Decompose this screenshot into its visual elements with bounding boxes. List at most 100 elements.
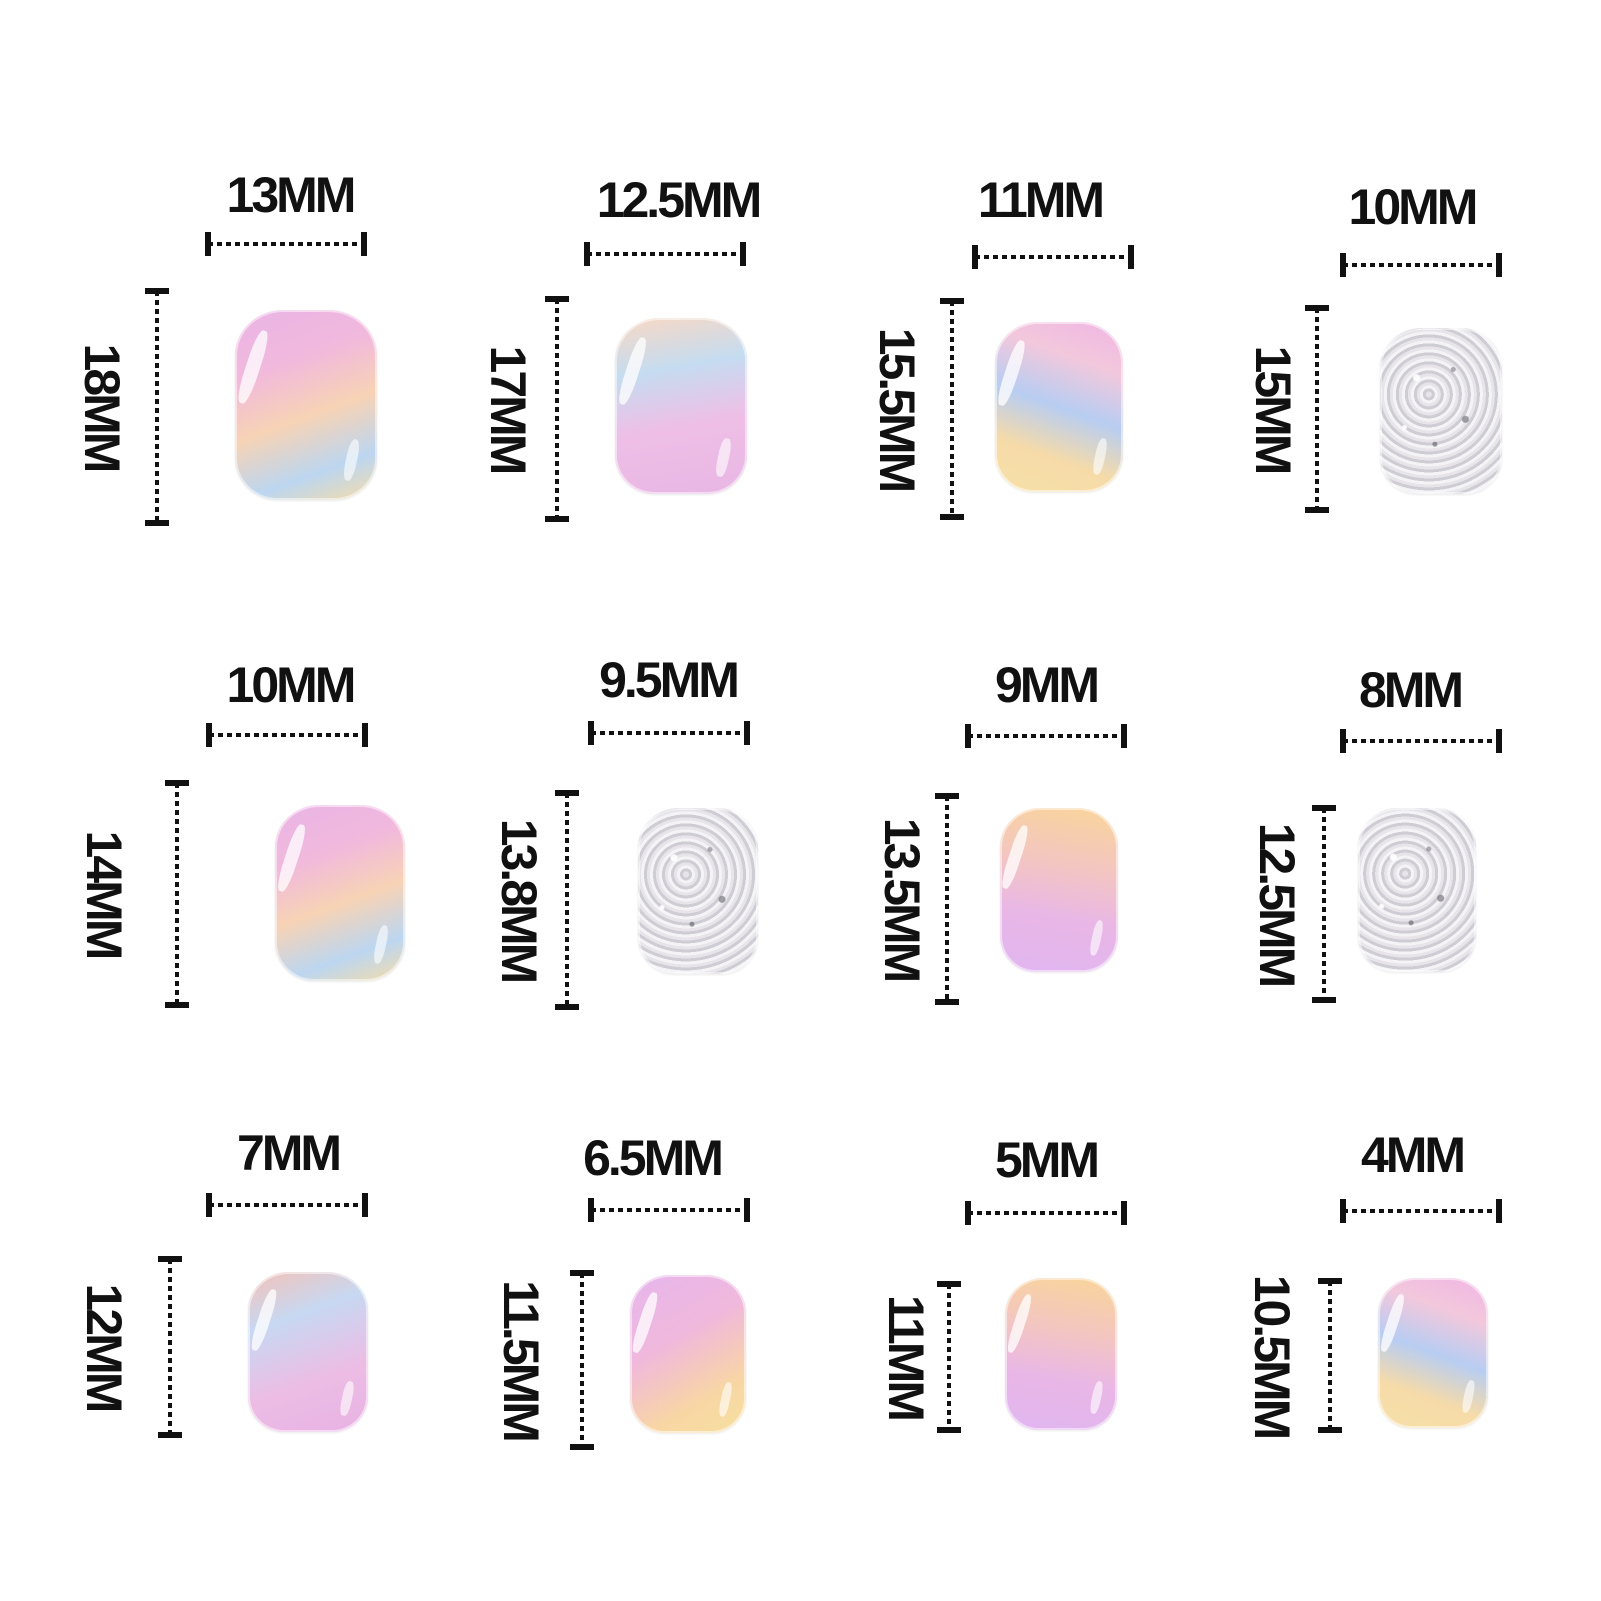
press-on-nail <box>1000 808 1118 972</box>
height-dimension-bar <box>940 298 964 520</box>
width-label: 9MM <box>994 657 1100 713</box>
dimension-cap <box>937 1427 961 1433</box>
dotted-line <box>175 783 179 1005</box>
width-label: 6.5MM <box>583 1130 724 1186</box>
press-on-nail <box>615 318 747 494</box>
height-dimension-bar <box>545 296 569 522</box>
dotted-line <box>975 255 1131 259</box>
height-dimension-bar <box>158 1256 182 1438</box>
width-label: 12.5MM <box>596 172 763 228</box>
height-label: 11.5MM <box>493 1280 549 1440</box>
height-dimension-bar <box>937 1281 961 1433</box>
height-dimension-bar <box>1305 305 1329 513</box>
press-on-nail <box>1378 1278 1488 1428</box>
dimension-cap <box>362 723 368 747</box>
dimension-cap <box>1496 1199 1502 1223</box>
width-label: 13MM <box>226 167 357 223</box>
dimension-cap <box>935 999 959 1005</box>
press-on-nail <box>1380 328 1502 494</box>
dimension-cap <box>1318 1427 1342 1433</box>
width-dimension-bar <box>1340 729 1502 753</box>
dimension-cap <box>1312 997 1336 1003</box>
width-dimension-bar <box>206 1193 368 1217</box>
dimension-cap <box>1496 253 1502 277</box>
dotted-line <box>950 301 954 517</box>
width-dimension-bar <box>1340 253 1502 277</box>
dimension-cap <box>1121 724 1127 748</box>
dotted-line <box>1322 808 1326 1000</box>
dotted-line <box>580 1273 584 1447</box>
width-dimension-bar <box>588 1198 750 1222</box>
height-dimension-bar <box>935 793 959 1005</box>
height-label: 10.5MM <box>1244 1274 1300 1437</box>
height-label: 13.8MM <box>491 818 547 982</box>
dimension-cap <box>158 1432 182 1438</box>
press-on-nail <box>248 1272 368 1432</box>
height-label: 17MM <box>480 345 536 473</box>
dimension-cap <box>145 520 169 526</box>
dotted-line <box>1343 1209 1499 1213</box>
dimension-cap <box>165 1002 189 1008</box>
dotted-line <box>209 733 365 737</box>
width-dimension-bar <box>972 245 1134 269</box>
dotted-line <box>1343 263 1499 267</box>
height-label: 13.5MM <box>874 817 930 981</box>
width-label: 5MM <box>994 1132 1100 1188</box>
dimension-cap <box>940 514 964 520</box>
dotted-line <box>168 1259 172 1435</box>
height-label: 11MM <box>878 1294 934 1420</box>
width-dimension-bar <box>965 1201 1127 1225</box>
height-label: 12.5MM <box>1249 822 1305 986</box>
dimension-cap <box>362 1193 368 1217</box>
dotted-line <box>587 252 743 256</box>
width-dimension-bar <box>584 242 746 266</box>
press-on-nail <box>1358 808 1476 972</box>
height-dimension-bar <box>570 1270 594 1450</box>
press-on-nail <box>275 805 405 981</box>
press-on-nail <box>1005 1278 1117 1430</box>
dimension-cap <box>555 1004 579 1010</box>
dotted-line <box>591 1208 747 1212</box>
width-label: 9.5MM <box>599 652 740 708</box>
width-label: 10MM <box>226 657 357 713</box>
dimension-cap <box>545 516 569 522</box>
height-dimension-bar <box>555 790 579 1010</box>
press-on-nail <box>995 322 1123 492</box>
height-label: 18MM <box>74 343 130 471</box>
dotted-line <box>968 734 1124 738</box>
width-label: 4MM <box>1360 1127 1466 1183</box>
dimension-cap <box>740 242 746 266</box>
dimension-cap <box>1496 729 1502 753</box>
dimension-cap <box>570 1444 594 1450</box>
height-dimension-bar <box>1312 805 1336 1003</box>
press-on-nail <box>235 310 377 500</box>
width-label: 11MM <box>977 172 1105 228</box>
dotted-line <box>945 796 949 1002</box>
width-dimension-bar <box>965 724 1127 748</box>
dimension-cap <box>1121 1201 1127 1225</box>
dotted-line <box>208 242 364 246</box>
height-dimension-bar <box>165 780 189 1008</box>
width-label: 7MM <box>236 1125 342 1181</box>
dotted-line <box>209 1203 365 1207</box>
height-label: 12MM <box>76 1283 132 1411</box>
width-dimension-bar <box>205 232 367 256</box>
press-on-nail <box>630 1275 746 1433</box>
press-on-nail <box>638 808 758 974</box>
dotted-line <box>947 1284 951 1430</box>
dimension-cap <box>1305 507 1329 513</box>
height-label: 14MM <box>76 830 132 958</box>
width-dimension-bar <box>206 723 368 747</box>
height-dimension-bar <box>145 288 169 526</box>
dotted-line <box>155 291 159 523</box>
height-label: 15.5MM <box>869 327 925 491</box>
dotted-line <box>1343 739 1499 743</box>
width-label: 10MM <box>1348 179 1479 235</box>
dimension-cap <box>361 232 367 256</box>
dotted-line <box>555 299 559 519</box>
width-dimension-bar <box>1340 1199 1502 1223</box>
dimension-cap <box>1128 245 1134 269</box>
dotted-line <box>591 731 747 735</box>
height-label: 15MM <box>1245 345 1301 473</box>
